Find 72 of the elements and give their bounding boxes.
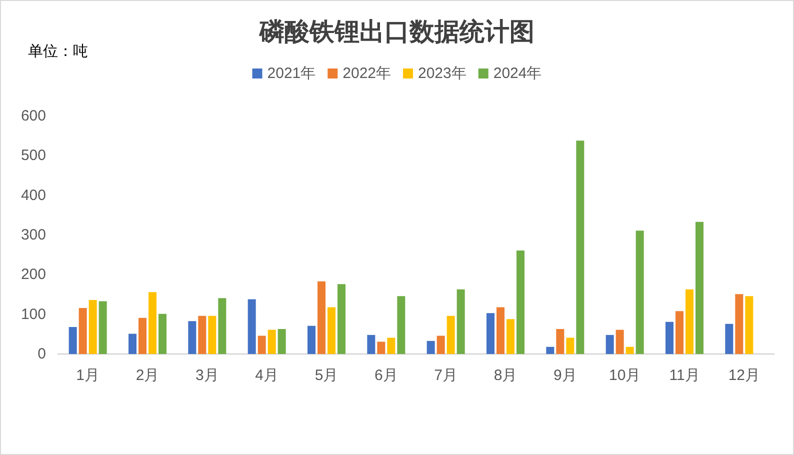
x-tick-label: 8月 <box>494 367 518 384</box>
bar <box>387 338 396 354</box>
bar <box>158 314 166 354</box>
bar <box>377 342 386 354</box>
bar <box>367 334 376 354</box>
bar <box>636 230 644 354</box>
x-tick-label: 5月 <box>314 367 338 384</box>
legend-label: 2022年 <box>342 65 392 82</box>
bar <box>676 311 684 354</box>
y-tick-label: 600 <box>20 108 46 124</box>
bar <box>516 250 524 354</box>
y-tick-label: 200 <box>20 266 46 284</box>
bar <box>546 346 554 354</box>
chart-title: 磷酸铁锂出口数据统计图 <box>258 18 534 46</box>
x-tick-label: 10月 <box>608 367 641 384</box>
bar <box>138 318 146 354</box>
bar <box>556 329 564 354</box>
bar <box>308 326 316 354</box>
bar <box>735 294 744 354</box>
bar <box>198 316 206 354</box>
bar <box>318 281 326 354</box>
bar <box>258 336 266 354</box>
bar <box>338 284 346 354</box>
bar <box>696 222 704 354</box>
bar <box>268 330 276 354</box>
bar <box>745 296 754 354</box>
x-tick-label: 9月 <box>553 367 577 384</box>
bar <box>397 296 406 354</box>
bar <box>218 298 226 354</box>
x-tick-label: 12月 <box>728 367 760 384</box>
bar <box>686 289 694 354</box>
bar <box>725 324 734 354</box>
bar <box>208 316 216 354</box>
bar <box>426 340 435 354</box>
x-tick-label: 4月 <box>255 367 279 384</box>
y-tick-label: 400 <box>20 186 46 204</box>
bar <box>566 338 574 354</box>
legend-label: 2021年 <box>267 65 316 82</box>
y-tick-label: 300 <box>20 226 46 244</box>
bar <box>248 299 256 354</box>
legend-label: 2023年 <box>418 65 466 82</box>
text: 单位：吨 <box>28 43 88 60</box>
bar <box>278 329 286 354</box>
bar <box>666 322 674 354</box>
bar <box>88 300 97 354</box>
x-tick-label: 2月 <box>136 367 160 384</box>
bar <box>328 307 336 354</box>
bar <box>616 330 624 354</box>
bar <box>148 292 156 354</box>
x-tick-label: 6月 <box>374 367 398 384</box>
bar <box>68 327 77 354</box>
y-tick-label: 0 <box>38 346 46 362</box>
bar <box>496 307 504 354</box>
bar <box>78 308 87 354</box>
bar <box>486 313 494 354</box>
bar <box>128 334 136 354</box>
bar <box>188 321 196 354</box>
x-tick-label: 1月 <box>76 367 100 384</box>
bar <box>606 334 614 354</box>
y-tick-label: 100 <box>20 306 46 323</box>
x-tick-label: 3月 <box>195 367 219 384</box>
bar <box>436 336 445 354</box>
bar <box>446 316 455 354</box>
bar <box>98 301 107 354</box>
bar <box>506 319 514 354</box>
y-tick-label: 500 <box>20 147 46 164</box>
x-tick-label: 7月 <box>434 367 458 384</box>
bar <box>626 346 634 354</box>
bar <box>456 289 465 354</box>
bar <box>576 140 584 354</box>
x-tick-label: 11月 <box>669 367 700 384</box>
legend-label: 2024年 <box>493 65 542 82</box>
